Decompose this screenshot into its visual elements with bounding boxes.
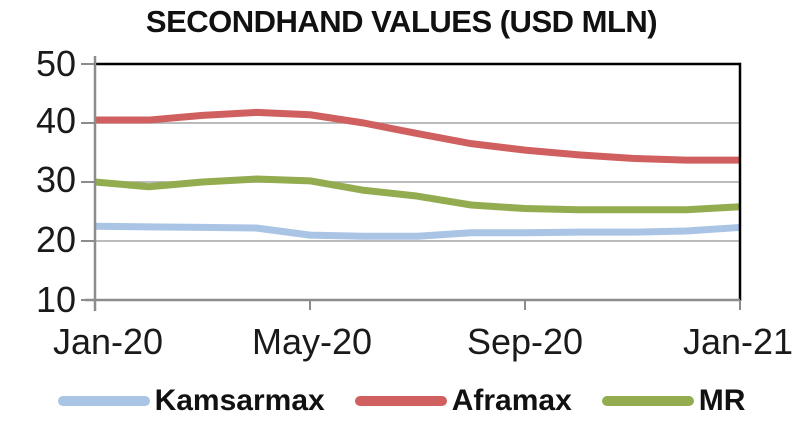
- series-line-aframax: [95, 108, 740, 164]
- series-line-mr: [94, 175, 741, 214]
- y-tick-label-20: 20: [35, 219, 76, 260]
- y-tick-label-30: 30: [35, 159, 76, 200]
- aframax-line-swatch: [354, 396, 447, 406]
- legend-label-kamsarmax: Kamsarmax: [154, 384, 325, 417]
- chart-legend: Kamsarmax Aframax MR: [0, 386, 803, 416]
- legend-label-mr: MR: [698, 384, 746, 417]
- chart-title: SECONDHAND VALUES (USD MLN): [145, 4, 658, 39]
- x-tick-label-sep20: Sep-20: [466, 321, 584, 362]
- x-tick-label-jan20: Jan-20: [52, 321, 164, 362]
- x-tick-label-jan21: Jan-21: [682, 321, 794, 362]
- legend-item-kamsarmax: Kamsarmax: [57, 384, 325, 417]
- y-tick-label-50: 50: [35, 43, 76, 84]
- series-line-kamsarmax: [94, 222, 741, 240]
- mr-line-swatch: [601, 396, 694, 406]
- legend-label-aframax: Aframax: [451, 384, 572, 417]
- kamsarmax-line-swatch: [57, 396, 150, 406]
- y-tick-label-40: 40: [35, 100, 76, 141]
- x-tick-label-may20: May-20: [251, 321, 373, 362]
- legend-item-mr: MR: [601, 384, 746, 417]
- y-tick-label-10: 10: [35, 279, 76, 320]
- legend-item-aframax: Aframax: [354, 384, 572, 417]
